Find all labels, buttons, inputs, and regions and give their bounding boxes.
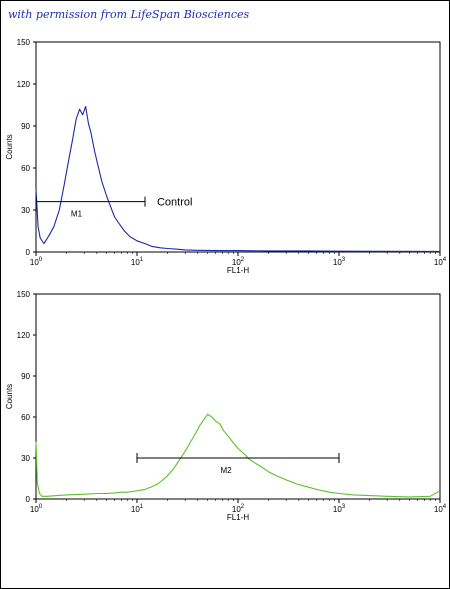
y-tick-label: 120 <box>17 80 31 89</box>
x-axis-title: FL1-H <box>227 513 249 522</box>
y-tick-label: 90 <box>21 372 30 381</box>
x-tick-label: 100 <box>30 257 43 267</box>
y-tick-label: 60 <box>21 413 30 422</box>
y-tick-label: 0 <box>26 248 31 257</box>
y-tick-label: 120 <box>17 331 31 340</box>
y-axis-title: Counts <box>5 384 14 409</box>
x-tick-label: 103 <box>333 504 346 514</box>
y-tick-label: 30 <box>21 454 30 463</box>
series-annotation: Control <box>157 197 192 209</box>
y-tick-label: 90 <box>21 122 30 131</box>
x-tick-label: 104 <box>434 257 447 267</box>
x-tick-label: 103 <box>333 257 346 267</box>
histogram-series-1 <box>35 413 441 498</box>
x-tick-label: 101 <box>131 504 144 514</box>
histogram-panel-2: 0 30 60 90 120 150 100 101 102 103 104 FL1-H Counts M… <box>5 290 447 522</box>
histogram-panel-1: 0 30 60 90 120 150 100 101 102 103 104 FL1-H Counts M… <box>5 38 447 275</box>
histogram-series-1 <box>35 105 441 252</box>
permission-caption: with permission from LifeSpan Bioscience… <box>8 8 250 21</box>
x-tick-label: 104 <box>434 504 447 514</box>
plot-area-frame <box>35 41 441 253</box>
x-tick-label: 101 <box>131 257 144 267</box>
gate-marker-m1: M1 <box>35 196 146 219</box>
x-tick-label: 100 <box>30 504 43 514</box>
x-tick-label: 102 <box>232 257 245 267</box>
y-tick-label: 150 <box>17 38 31 47</box>
y-tick-label: 0 <box>26 495 31 504</box>
y-axis-title: Counts <box>5 134 14 159</box>
gate-label: M1 <box>71 210 83 219</box>
x-axis-title: FL1-H <box>227 266 249 275</box>
plot-area-frame <box>35 293 441 500</box>
gate-label: M2 <box>220 466 232 475</box>
gate-marker-m2: M2 <box>136 453 340 475</box>
y-tick-label: 30 <box>21 206 30 215</box>
y-tick-label: 60 <box>21 164 30 173</box>
x-tick-label: 102 <box>232 504 245 514</box>
y-tick-label: 150 <box>17 290 31 299</box>
